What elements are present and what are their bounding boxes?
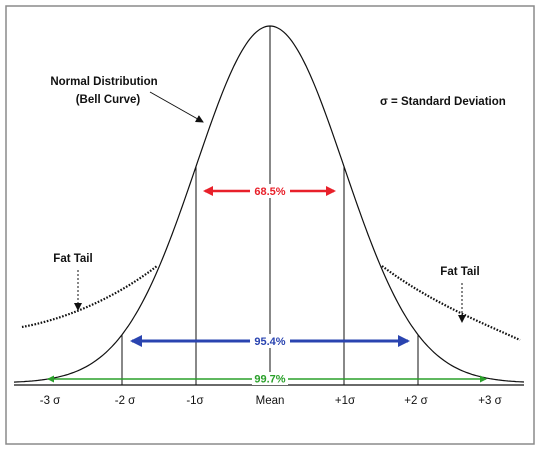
tick-minus-3-sigma: -3 σ xyxy=(40,395,61,407)
normal-distribution-label-line1: Normal Distribution xyxy=(50,76,157,88)
tick-minus-1-sigma: -1σ xyxy=(186,395,203,407)
tick-minus-2-sigma: -2 σ xyxy=(115,395,136,407)
one-sigma-label: 68.5% xyxy=(254,186,285,198)
sigma-legend: σ = Standard Deviation xyxy=(380,96,506,108)
two-sigma-label-bg xyxy=(250,334,290,348)
three-sigma-label-bg xyxy=(252,372,288,385)
one-sigma-label-bg xyxy=(250,184,290,198)
sigma-lines xyxy=(121,26,419,385)
tick-plus-3-sigma: +3 σ xyxy=(478,395,501,407)
two-sigma-label: 95.4% xyxy=(254,336,285,348)
bell-curve xyxy=(13,25,525,383)
normal-distribution-pointer xyxy=(149,91,204,123)
fat-tail-right-label: Fat Tail xyxy=(440,266,479,278)
fat-tail-left-label: Fat Tail xyxy=(53,253,92,265)
tick-plus-1-sigma: +1σ xyxy=(335,395,355,407)
three-sigma-label: 99.7% xyxy=(254,374,285,386)
fat-tail-right-curve xyxy=(381,265,521,342)
fat-tail-left-curve xyxy=(21,265,158,329)
normal-distribution-label-line2: (Bell Curve) xyxy=(76,94,141,106)
tick-plus-2-sigma: +2 σ xyxy=(404,395,427,407)
tick-mean: Mean xyxy=(256,395,285,407)
